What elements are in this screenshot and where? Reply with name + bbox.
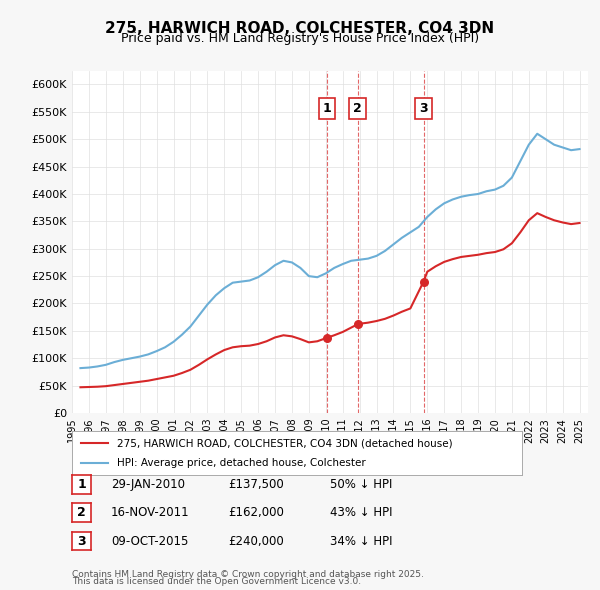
Text: £137,500: £137,500 (228, 478, 284, 491)
Text: 2: 2 (77, 506, 86, 519)
Text: 275, HARWICH ROAD, COLCHESTER, CO4 3DN (detached house): 275, HARWICH ROAD, COLCHESTER, CO4 3DN (… (117, 438, 452, 448)
Text: This data is licensed under the Open Government Licence v3.0.: This data is licensed under the Open Gov… (72, 578, 361, 586)
Text: 1: 1 (323, 102, 331, 115)
Text: 29-JAN-2010: 29-JAN-2010 (111, 478, 185, 491)
Text: 09-OCT-2015: 09-OCT-2015 (111, 535, 188, 548)
Text: £162,000: £162,000 (228, 506, 284, 519)
Text: 16-NOV-2011: 16-NOV-2011 (111, 506, 190, 519)
Point (353, 320, 362, 329)
Text: Contains HM Land Registry data © Crown copyright and database right 2025.: Contains HM Land Registry data © Crown c… (72, 571, 424, 579)
Point (322, 333, 332, 342)
Text: 50% ↓ HPI: 50% ↓ HPI (330, 478, 392, 491)
Text: 2: 2 (353, 102, 362, 115)
Text: Price paid vs. HM Land Registry's House Price Index (HPI): Price paid vs. HM Land Registry's House … (121, 32, 479, 45)
Text: 3: 3 (419, 102, 428, 115)
Text: 1: 1 (77, 478, 86, 491)
Text: £240,000: £240,000 (228, 535, 284, 548)
Point (419, 277, 428, 286)
Text: 275, HARWICH ROAD, COLCHESTER, CO4 3DN: 275, HARWICH ROAD, COLCHESTER, CO4 3DN (106, 21, 494, 35)
Text: 3: 3 (77, 535, 86, 548)
Text: 34% ↓ HPI: 34% ↓ HPI (330, 535, 392, 548)
Text: HPI: Average price, detached house, Colchester: HPI: Average price, detached house, Colc… (117, 458, 366, 467)
Text: 43% ↓ HPI: 43% ↓ HPI (330, 506, 392, 519)
